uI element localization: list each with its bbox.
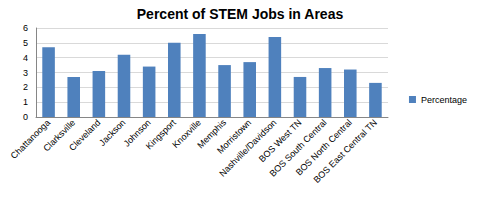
- svg-text:1: 1: [23, 97, 28, 107]
- svg-text:6: 6: [23, 23, 28, 33]
- svg-text:3: 3: [23, 68, 28, 78]
- svg-text:2: 2: [23, 82, 28, 92]
- svg-text:BOS South Central: BOS South Central: [267, 117, 329, 179]
- svg-text:Jackson: Jackson: [97, 117, 128, 148]
- svg-text:BOS East Central TN: BOS East Central TN: [312, 117, 379, 184]
- svg-text:Nashville/Davidson: Nashville/Davidson: [217, 117, 279, 179]
- svg-text:Morristown: Morristown: [215, 117, 254, 156]
- svg-text:Chattanooga: Chattanooga: [9, 117, 52, 160]
- svg-text:BOS North Central: BOS North Central: [293, 117, 354, 178]
- svg-text:Johnson: Johnson: [121, 117, 153, 149]
- svg-text:4: 4: [23, 53, 28, 63]
- svg-text:Cleveland: Cleveland: [67, 117, 102, 152]
- svg-text:Clarksville: Clarksville: [41, 117, 78, 154]
- svg-text:Knoxville: Knoxville: [170, 117, 203, 150]
- svg-text:Kingsport: Kingsport: [143, 117, 178, 152]
- svg-text:Percentage: Percentage: [421, 95, 467, 105]
- svg-text:0: 0: [23, 112, 28, 122]
- svg-text:5: 5: [23, 38, 28, 48]
- svg-text:Percent of STEM Jobs in Areas: Percent of STEM Jobs in Areas: [137, 6, 344, 22]
- svg-text:BOS West TN: BOS West TN: [257, 117, 304, 164]
- svg-text:Memphis: Memphis: [195, 117, 229, 151]
